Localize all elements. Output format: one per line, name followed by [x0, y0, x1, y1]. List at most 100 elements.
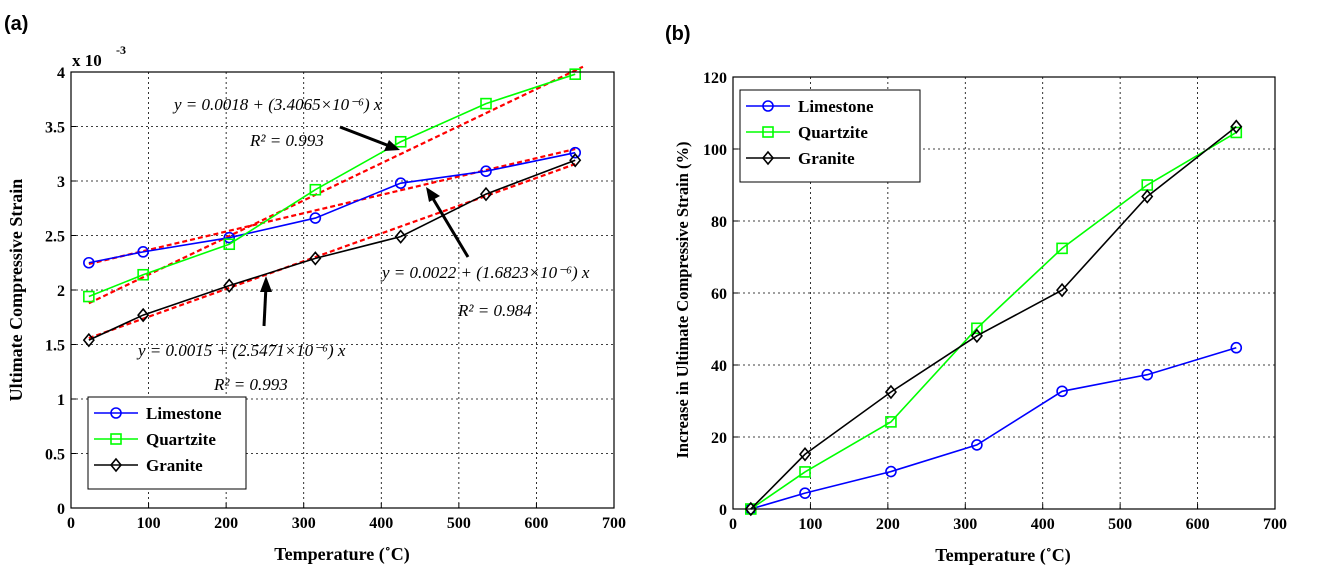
data-point-limestone	[137, 246, 149, 258]
fit-r2-1: R² = 0.993	[249, 131, 324, 150]
y-tick-label: 20	[711, 430, 727, 447]
legend-marker-quartzite	[762, 126, 774, 138]
x-tick-label: 600	[1186, 516, 1210, 533]
y-tick-label: 3.5	[45, 120, 65, 137]
annotation-arrow-2	[426, 187, 470, 258]
legend-label-granite: Granite	[798, 149, 855, 168]
y-tick-label: 3	[57, 174, 65, 191]
legend-b: Limestone Quartzite Granite	[739, 89, 921, 183]
y-tick-label: 2.5	[45, 229, 65, 246]
data-point-quartzite	[971, 322, 983, 335]
data-point-quartzite	[309, 183, 322, 196]
data-point-quartzite	[799, 466, 811, 478]
series-line-quartzite	[750, 131, 1237, 510]
legend-marker-quartzite	[110, 433, 122, 445]
x-tick-label: 200	[876, 516, 900, 533]
series-line-granite	[88, 159, 576, 341]
x-tick-label: 500	[447, 515, 471, 532]
x-axis-label-a: Temperature (˚C)	[274, 544, 409, 565]
fit-line-2	[88, 147, 576, 266]
data-point-quartzite	[480, 97, 492, 110]
data-point-limestone	[569, 146, 582, 159]
x-tick-label: 600	[524, 515, 548, 532]
panel-label-a: (a)	[4, 13, 28, 35]
data-point-quartzite	[137, 268, 149, 281]
data-point-quartzite	[83, 290, 95, 303]
series-b	[744, 119, 1243, 517]
data-point-limestone	[1230, 341, 1243, 354]
legend-a: Limestone Quartzite Granite	[87, 396, 247, 490]
y-multiplier-a: x 10 -3	[72, 43, 126, 70]
y-tick-label: 0	[57, 501, 65, 518]
x-tick-label: 0	[729, 516, 737, 533]
legend-entry-quartzite: Quartzite	[746, 123, 868, 142]
data-point-quartzite	[1056, 242, 1068, 255]
data-point-quartzite	[885, 416, 897, 428]
data-point-granite	[798, 447, 812, 462]
fit-annotation-1: y = 0.0018 + (3.4065×10⁻⁶) x R² = 0.993	[172, 95, 382, 150]
legend-marker-granite	[109, 457, 123, 473]
x-tick-label: 700	[1263, 516, 1287, 533]
y-tick-label: 100	[703, 142, 727, 159]
fit-equation-1: y = 0.0018 + (3.4065×10⁻⁶) x	[172, 95, 382, 114]
data-point-quartzite	[569, 68, 582, 80]
legend-marker-limestone	[762, 100, 774, 112]
legend-marker-limestone	[110, 407, 122, 419]
y-tick-label: 4	[57, 65, 65, 82]
fit-annotation-3: y = 0.0015 + (2.5471×10⁻⁶) x R² = 0.993	[136, 341, 346, 394]
data-point-granite	[884, 384, 897, 400]
chart-b: (b) 0 100 200 300 400 500 600 700 0 20 40 60 80 100 12…	[665, 23, 1287, 566]
ticks-b: 0 100 200 300 400 500 600 700 0 20 40 60 80 100 120	[703, 70, 1287, 533]
data-point-granite	[82, 332, 95, 348]
y-tick-label: 0.5	[45, 447, 65, 464]
series-quartzite	[745, 126, 1243, 515]
y-tick-label: 40	[711, 358, 727, 375]
data-point-quartzite	[394, 135, 407, 148]
annotation-arrow-3	[260, 276, 272, 327]
x-tick-label: 300	[292, 515, 316, 532]
fit-equation-3: y = 0.0015 + (2.5471×10⁻⁶) x	[136, 341, 346, 360]
legend-label-limestone: Limestone	[146, 404, 222, 423]
ticks-a: 0 100 200 300 400 500 600 700 0 0.5 1 1.5 2 2.5 3 3.5 4	[45, 65, 626, 532]
x-tick-label: 400	[369, 515, 393, 532]
x-tick-label: 100	[798, 516, 822, 533]
fit-equation-2: y = 0.0022 + (1.6823×10⁻⁶) x	[380, 263, 590, 282]
data-point-limestone	[223, 231, 236, 244]
y-tick-label: 120	[703, 70, 727, 87]
series-limestone	[83, 146, 582, 269]
data-point-granite	[137, 307, 150, 323]
data-point-limestone	[394, 177, 407, 189]
data-point-limestone	[885, 465, 897, 478]
legend-entry-quartzite: Quartzite	[94, 430, 216, 449]
y-axis-label-b: Increase in Ultimate Compressive Strain …	[673, 142, 692, 459]
x-tick-label: 200	[214, 515, 238, 532]
y-tick-label: 2	[57, 283, 65, 300]
y-multiplier-label: x 10	[72, 51, 102, 70]
series-line-limestone	[750, 346, 1237, 510]
y-tick-label: 1	[57, 392, 65, 409]
x-tick-label: 0	[67, 515, 75, 532]
y-tick-label: 80	[711, 214, 727, 231]
data-point-granite	[223, 278, 236, 293]
legend-entry-limestone: Limestone	[94, 404, 222, 423]
legend-entry-granite: Granite	[746, 149, 855, 168]
x-tick-label: 100	[137, 515, 161, 532]
data-point-limestone	[1056, 385, 1068, 398]
y-axis-label-a: Ultimate Compressive Strain	[6, 179, 26, 402]
x-axis-label-b: Temperature (˚C)	[935, 545, 1070, 566]
series-a	[82, 68, 582, 348]
data-point-granite	[394, 229, 407, 244]
data-point-granite	[569, 153, 582, 168]
panel-label-b: (b)	[665, 23, 691, 45]
series-line-granite	[750, 126, 1237, 510]
data-point-limestone	[971, 439, 983, 451]
data-point-granite	[1056, 282, 1069, 298]
legend-label-quartzite: Quartzite	[146, 430, 216, 449]
chart-a: (a) 0 100 200 300 400 500 600 700 0 0.5 1 1.5 2 2.5 3 3…	[4, 13, 626, 565]
fit-line-1	[88, 65, 584, 305]
x-tick-label: 500	[1108, 516, 1132, 533]
legend-entry-granite: Granite	[94, 456, 203, 475]
data-point-quartzite	[223, 238, 236, 251]
series-quartzite	[83, 68, 582, 303]
